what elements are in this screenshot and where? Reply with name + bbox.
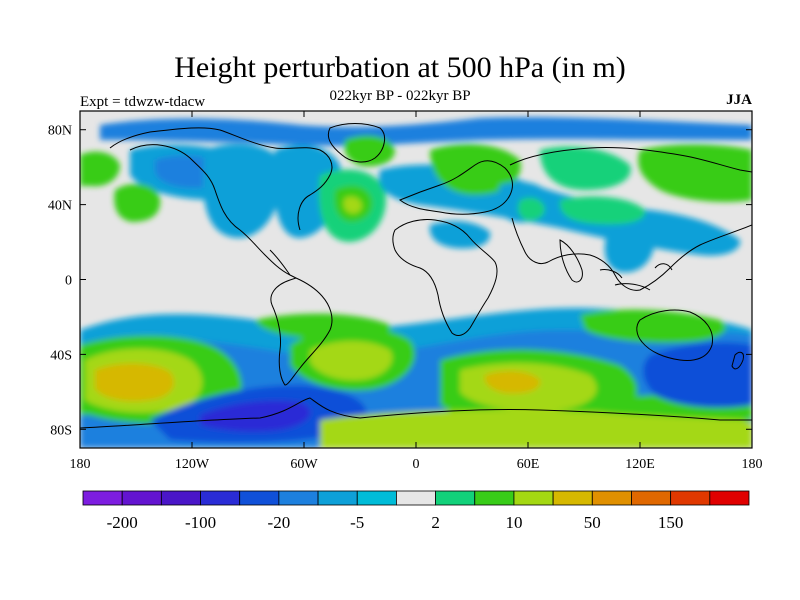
south-indian-strong xyxy=(484,370,541,394)
antarctic-positive-strip xyxy=(320,410,752,448)
lat-tick-label: 80S xyxy=(50,423,72,438)
colorbar-swatch xyxy=(82,490,123,506)
lon-tick-label: 180 xyxy=(70,457,91,472)
central-pacific-positive-ne xyxy=(559,196,646,225)
arabia-positive xyxy=(517,197,545,221)
coastline-south-america xyxy=(270,277,333,386)
antarctic-low-core xyxy=(200,400,311,432)
europe-positive xyxy=(430,144,521,195)
colorbar-swatch xyxy=(121,490,162,506)
colorbar-swatch xyxy=(709,490,750,506)
lon-tick-label: 120W xyxy=(175,457,210,472)
coastline-north-america xyxy=(109,127,333,279)
arctic-negative-band xyxy=(100,117,752,146)
colorbar-label: -5 xyxy=(350,513,364,532)
coastline-europe xyxy=(399,160,513,215)
colorbar-swatch xyxy=(474,490,515,506)
coastline-greenland xyxy=(327,123,386,163)
colorbar-swatch xyxy=(513,490,554,506)
colorbar-swatch xyxy=(552,490,593,506)
experiment-label: Expt = tdwzw-tdacw xyxy=(80,94,206,110)
chart-subtitle: 022kyr BP - 022kyr BP xyxy=(329,88,471,104)
lon-tick-label: 60W xyxy=(290,457,318,472)
colorbar-label: -100 xyxy=(185,513,216,532)
colorbar-swatch xyxy=(278,490,319,506)
coastline-australia xyxy=(636,309,714,361)
north-pacific-west-positive xyxy=(80,151,120,187)
lat-tick-label: 80N xyxy=(48,124,72,139)
coastline-india xyxy=(559,239,583,283)
south-atlantic-core xyxy=(310,341,393,381)
colorbar-swatch xyxy=(239,490,280,506)
coastline-new-zealand xyxy=(731,351,744,370)
colorbar-swatch xyxy=(356,490,397,506)
colorbar: -200 -100 -20 -5 2 10 50 150 xyxy=(82,490,750,532)
atlantic-positive-core xyxy=(343,196,362,214)
coastline-indonesia xyxy=(599,263,673,291)
coastline-africa xyxy=(392,219,498,336)
colorbar-swatch xyxy=(160,490,201,506)
siberia-positive xyxy=(540,146,631,190)
lon-tick-label: 120E xyxy=(625,457,655,472)
east-asia-positive xyxy=(638,144,752,202)
north-africa-negative xyxy=(429,220,491,249)
lat-tick-label: 0 xyxy=(65,274,72,289)
north-pacific-positive xyxy=(114,183,161,222)
chart-title: Height perturbation at 500 hPa (in m) xyxy=(174,51,626,84)
west-pacific-negative xyxy=(604,219,655,273)
south-pacific-positive-belt xyxy=(255,313,391,341)
axis-ticks: 180 120W 60W 0 60E 120E 180 80N 40N 0 40S 80S xyxy=(48,111,763,472)
colorbar-swatch xyxy=(435,490,476,506)
south-pacific-strong-core xyxy=(95,363,174,402)
lon-tick-label: 0 xyxy=(413,457,420,472)
indian-ocean-positive-belt xyxy=(580,309,726,343)
lat-tick-label: 40S xyxy=(50,348,72,363)
colorbar-label: -200 xyxy=(107,513,138,532)
north-america-positive-outer xyxy=(203,144,283,238)
greenland-positive xyxy=(344,135,395,167)
australia-low-ring xyxy=(640,332,752,352)
season-label: JJA xyxy=(726,92,752,108)
lon-tick-label: 60E xyxy=(517,457,540,472)
colorbar-label: 50 xyxy=(584,513,601,532)
coastlines xyxy=(80,123,752,429)
map-area xyxy=(80,111,752,448)
colorbar-label: -20 xyxy=(268,513,291,532)
colorbar-swatch xyxy=(200,490,241,506)
colorbar-swatch xyxy=(317,490,358,506)
coastline-asia xyxy=(509,146,752,291)
colorbar-label: 10 xyxy=(505,513,522,532)
colorbar-swatch xyxy=(670,490,711,506)
colorbar-swatch xyxy=(631,490,672,506)
lon-tick-label: 180 xyxy=(742,457,763,472)
colorbar-label: 2 xyxy=(431,513,440,532)
lat-tick-label: 40N xyxy=(48,199,72,214)
colorbar-swatch xyxy=(591,490,632,506)
colorbar-label: 150 xyxy=(658,513,684,532)
coastline-antarctica xyxy=(80,397,752,429)
colorbar-swatch xyxy=(396,490,436,506)
